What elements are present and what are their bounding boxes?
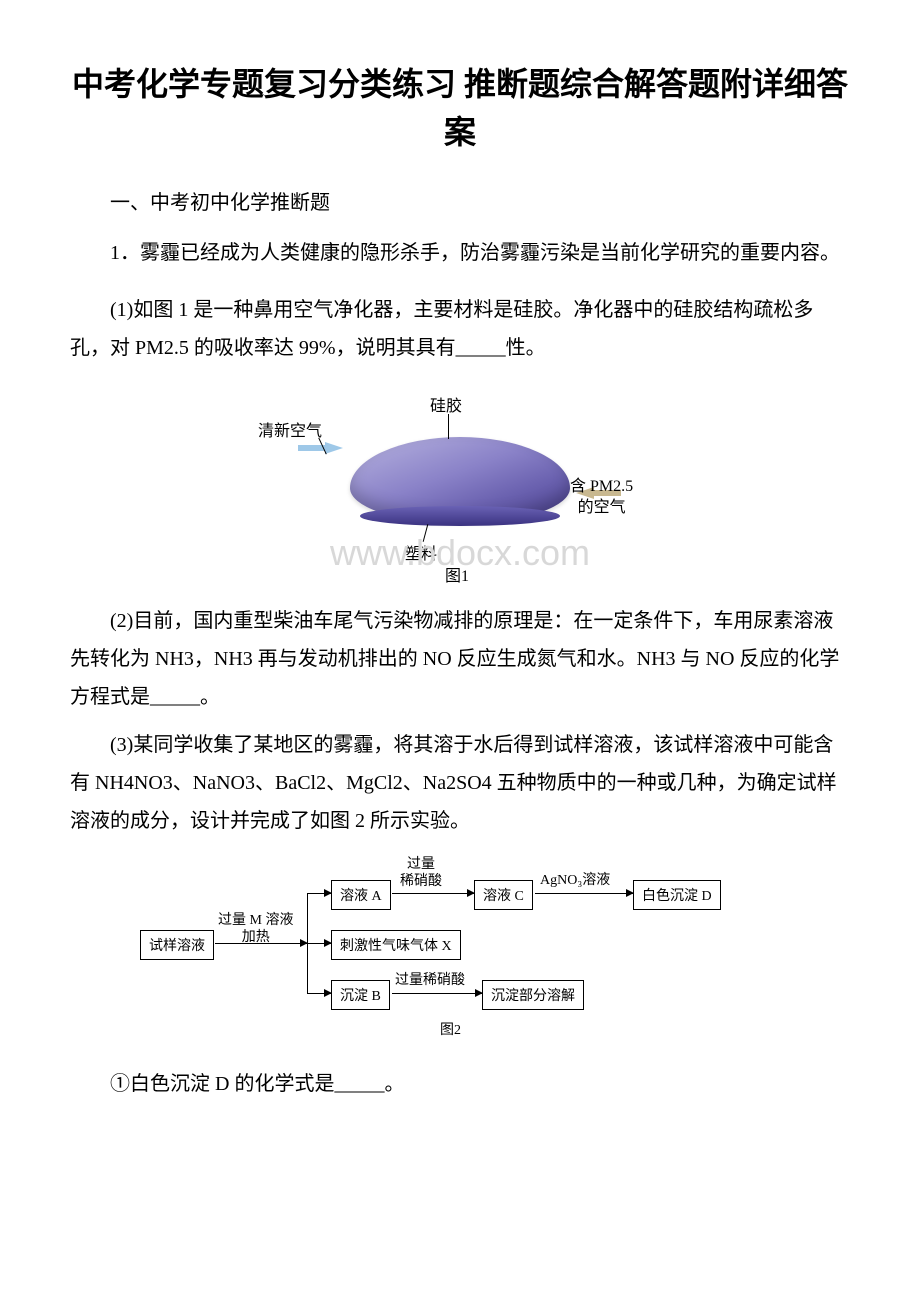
- leader-line-icon: [448, 414, 449, 439]
- document-title: 中考化学专题复习分类练习 推断题综合解答题附详细答案: [70, 60, 850, 156]
- figure-2-flowchart: 试样溶液 过量 M 溶液 加热 溶液 A 刺激性气味气体 X 沉淀 B 过量 稀…: [140, 855, 780, 1045]
- flow-arrow-icon: [535, 893, 633, 894]
- box-solution-c: 溶液 C: [474, 880, 533, 910]
- flow-arrow-icon: [307, 993, 331, 994]
- label-agno3: AgNO₃溶液: [540, 873, 610, 890]
- box-white-precipitate-d: 白色沉淀 D: [633, 880, 721, 910]
- flow-arrow-icon: [307, 943, 331, 944]
- flow-arrow-icon: [392, 893, 474, 894]
- section-heading: 一、中考初中化学推断题: [70, 186, 850, 215]
- question-1-part-2: (2)目前，国内重型柴油车尾气污染物减排的原理是：在一定条件下，车用尿素溶液先转…: [70, 602, 850, 716]
- label-plastic: 塑料: [405, 540, 437, 564]
- label-step-m: 过量 M 溶液 加热: [218, 913, 293, 947]
- figure-1: 硅胶 清新空气 含 PM2.5 的空气 塑料 图1: [250, 382, 670, 582]
- fresh-air-arrow-icon: [325, 442, 343, 454]
- label-silicone: 硅胶: [430, 392, 462, 416]
- question-1-part-1: (1)如图 1 是一种鼻用空气净化器，主要材料是硅胶。净化器中的硅胶结构疏松多孔…: [70, 291, 850, 367]
- box-solution-a: 溶液 A: [331, 880, 391, 910]
- label-pm25-air: 含 PM2.5 的空气: [570, 477, 633, 519]
- mask-illustration: [350, 437, 570, 522]
- box-partial-dissolve: 沉淀部分溶解: [482, 980, 584, 1010]
- question-1-intro: 1．雾霾已经成为人类健康的隐形杀手，防治雾霾污染是当前化学研究的重要内容。: [70, 235, 850, 271]
- figure-1-caption: 图1: [445, 562, 469, 586]
- question-1-sub-1: ①白色沉淀 D 的化学式是_____。: [70, 1065, 850, 1103]
- document-page: 中考化学专题复习分类练习 推断题综合解答题附详细答案 一、中考初中化学推断题 1…: [0, 0, 920, 1173]
- box-precipitate-b: 沉淀 B: [331, 980, 390, 1010]
- figure-1-container: 硅胶 清新空气 含 PM2.5 的空气 塑料 图1 www.bdocx.com: [70, 382, 850, 582]
- label-dilute-hno3-a: 过量 稀硝酸: [400, 857, 442, 891]
- figure-2-caption: 图2: [440, 1023, 461, 1040]
- box-sample-solution: 试样溶液: [140, 930, 214, 960]
- flow-arrow-icon: [307, 893, 331, 894]
- question-1-part-3: (3)某同学收集了某地区的雾霾，将其溶于水后得到试样溶液，该试样溶液中可能含有 …: [70, 726, 850, 840]
- box-gas-x: 刺激性气味气体 X: [331, 930, 461, 960]
- figure-2-container: 试样溶液 过量 M 溶液 加热 溶液 A 刺激性气味气体 X 沉淀 B 过量 稀…: [70, 855, 850, 1045]
- flow-arrow-icon: [392, 993, 482, 994]
- mask-rim-icon: [360, 506, 560, 526]
- label-dilute-hno3-b: 过量稀硝酸: [395, 973, 465, 990]
- label-fresh-air: 清新空气: [258, 417, 322, 441]
